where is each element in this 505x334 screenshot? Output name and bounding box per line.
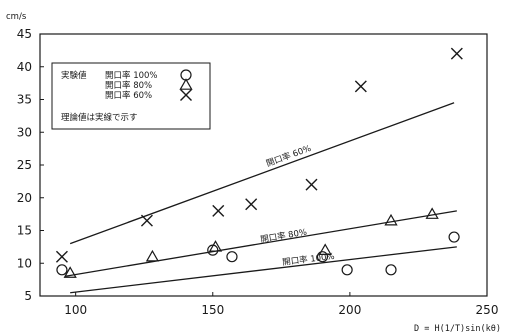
legend-entry-label: 開口率 60%: [105, 90, 152, 101]
legend-note: 理論値は実線で示す: [61, 112, 138, 123]
y-tick-label: 10: [17, 256, 32, 270]
circle-marker: [316, 251, 329, 263]
legend: 実験値 開口率 100%開口率 80%開口率 60% 理論値は実線で示す: [51, 62, 211, 130]
y-tick-label: 15: [17, 224, 32, 238]
triangle-marker: [384, 213, 398, 226]
data-markers: [55, 47, 463, 278]
cross-stroke: [180, 89, 192, 101]
x-tick-label: 150: [201, 303, 224, 317]
y-tick-label: 25: [17, 158, 32, 172]
cross-stroke: [55, 250, 68, 263]
y-tick-label: 35: [17, 93, 32, 107]
legend-cross-marker: [180, 89, 192, 101]
triangle-marker: [145, 249, 160, 262]
legend-box: [51, 62, 211, 130]
tick-labels: 5 10 15 20 25 30 35 40 45 100 150 200 250 cm/s D = H(1…: [6, 12, 501, 334]
y-tick-label: 40: [17, 60, 32, 74]
cross-stroke: [354, 80, 367, 93]
theory-lines: 開口率 60%開口率 80%開口率 100%: [64, 102, 457, 294]
circle-marker: [448, 231, 460, 243]
cross-marker: [212, 204, 225, 217]
cross-marker: [354, 80, 367, 93]
x-tick-label: 250: [476, 303, 499, 317]
cross-marker: [245, 198, 258, 211]
cross-stroke: [140, 214, 153, 227]
theory-line-label: 開口率 60%: [265, 143, 313, 170]
cross-stroke: [245, 198, 258, 211]
legend-triangle-marker: [179, 78, 193, 90]
legend-header: 実験値: [61, 70, 87, 81]
theory-line: [69, 102, 455, 245]
circle-marker: [226, 251, 238, 263]
cross-marker: [450, 47, 463, 60]
x-tick-label: 100: [64, 303, 87, 317]
theory-line: [64, 210, 457, 277]
circle-marker: [56, 264, 68, 276]
legend-entry-label: 開口率 80%: [105, 80, 152, 91]
cross-stroke: [305, 178, 318, 191]
cross-stroke: [212, 204, 225, 217]
y-axis-unit: cm/s: [6, 12, 27, 22]
y-tick-label: 5: [24, 289, 32, 303]
x-tick-label: 200: [338, 303, 361, 317]
x-axis-label: D = H(1/T)sin(kθ): [414, 324, 501, 334]
cross-marker: [55, 250, 68, 263]
cross-marker: [305, 178, 318, 191]
legend-entry-label: 開口率 100%: [105, 70, 158, 81]
triangle-marker: [208, 240, 223, 252]
y-tick-label: 20: [17, 191, 32, 205]
triangle-marker: [63, 266, 77, 278]
theory-line-label: 開口率 80%: [260, 227, 308, 246]
cross-marker: [140, 214, 153, 227]
y-tick-label: 30: [17, 125, 32, 139]
cross-stroke: [450, 47, 463, 60]
triangle-marker: [318, 243, 332, 255]
y-tick-label: 45: [17, 27, 32, 41]
theory-line: [70, 246, 457, 294]
circle-marker: [385, 264, 397, 276]
circle-marker: [341, 264, 353, 276]
triangle-marker: [425, 207, 439, 219]
